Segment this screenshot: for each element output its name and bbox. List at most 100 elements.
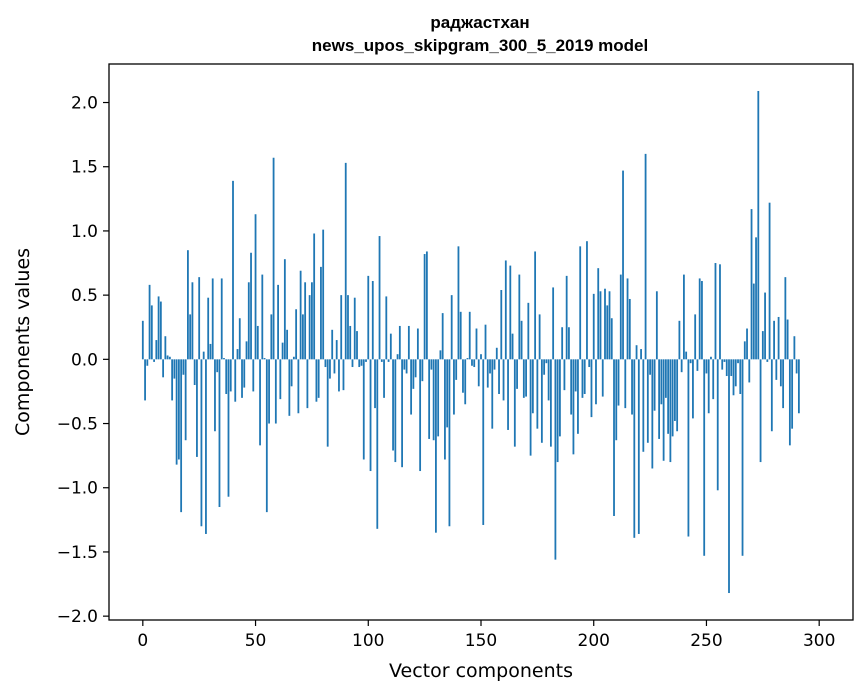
chart-title: раджастхан bbox=[430, 13, 529, 32]
bar-41 bbox=[234, 359, 237, 402]
bar-245 bbox=[694, 314, 697, 360]
bar-164 bbox=[511, 333, 514, 360]
bar-106 bbox=[380, 359, 383, 362]
bar-50 bbox=[254, 214, 257, 360]
bar-111 bbox=[392, 359, 394, 451]
bar-98 bbox=[362, 359, 365, 460]
bar-241 bbox=[685, 351, 688, 360]
bar-224 bbox=[646, 359, 649, 443]
bar-288 bbox=[791, 359, 794, 429]
bar-287 bbox=[788, 359, 791, 446]
bar-114 bbox=[398, 325, 401, 360]
bar-110 bbox=[389, 333, 392, 360]
bar-54 bbox=[263, 358, 266, 360]
bar-272 bbox=[755, 237, 757, 360]
bar-56 bbox=[268, 359, 270, 424]
bar-263 bbox=[734, 359, 737, 387]
bar-48 bbox=[250, 252, 252, 360]
bar-236 bbox=[673, 359, 676, 421]
bar-154 bbox=[489, 359, 491, 374]
x-tick-label: 250 bbox=[690, 631, 722, 651]
bar-128 bbox=[430, 359, 433, 370]
bar-103 bbox=[374, 359, 376, 409]
bar-20 bbox=[187, 250, 189, 360]
bar-209 bbox=[613, 359, 615, 516]
bar-207 bbox=[608, 291, 611, 360]
bar-46 bbox=[245, 341, 248, 360]
ticks-group: 0 50 100 150 200 250 300 −2.0 −1.5 −1.0 −0.5 0.0 0.5… bbox=[57, 94, 836, 651]
bar-65 bbox=[288, 359, 291, 416]
bar-175 bbox=[536, 359, 539, 429]
bar-242 bbox=[687, 359, 690, 537]
bar-59 bbox=[274, 359, 277, 424]
bar-233 bbox=[667, 359, 670, 434]
bar-179 bbox=[545, 359, 548, 364]
bar-51 bbox=[256, 325, 259, 360]
bar-234 bbox=[669, 359, 672, 463]
bar-212 bbox=[619, 274, 622, 360]
bar-218 bbox=[633, 359, 636, 538]
bar-281 bbox=[775, 359, 778, 380]
bar-126 bbox=[425, 251, 428, 360]
bar-142 bbox=[462, 359, 464, 393]
bar-113 bbox=[396, 354, 399, 360]
bar-87 bbox=[338, 359, 340, 392]
bar-198 bbox=[588, 359, 591, 368]
bar-199 bbox=[590, 359, 593, 418]
bar-156 bbox=[493, 359, 496, 370]
bar-219 bbox=[635, 345, 638, 360]
bar-277 bbox=[766, 359, 769, 362]
bar-200 bbox=[592, 293, 595, 360]
bar-4 bbox=[150, 305, 153, 360]
y-tick-label: 1.0 bbox=[71, 222, 98, 242]
bar-21 bbox=[189, 314, 192, 360]
bar-163 bbox=[509, 265, 512, 360]
bar-86 bbox=[335, 340, 338, 360]
plot-frame bbox=[108, 63, 854, 621]
bar-12 bbox=[168, 356, 171, 360]
bar-173 bbox=[531, 359, 534, 414]
bar-244 bbox=[692, 359, 694, 419]
y-tick-label: 2.0 bbox=[71, 94, 98, 114]
chart-subtitle: news_upos_skipgram_300_5_2019 model bbox=[312, 36, 648, 55]
bar-84 bbox=[331, 329, 334, 360]
bar-26 bbox=[200, 359, 203, 527]
bar-153 bbox=[486, 359, 489, 388]
bar-192 bbox=[574, 359, 577, 392]
bar-181 bbox=[549, 359, 552, 447]
bar-171 bbox=[527, 302, 530, 360]
bar-155 bbox=[491, 359, 494, 429]
bar-252 bbox=[710, 356, 712, 360]
bar-275 bbox=[761, 331, 764, 360]
bar-222 bbox=[642, 359, 645, 452]
bar-238 bbox=[678, 320, 681, 360]
bar-161 bbox=[504, 260, 507, 360]
bar-204 bbox=[601, 359, 604, 397]
bar-72 bbox=[304, 282, 307, 360]
bar-83 bbox=[329, 359, 331, 379]
bar-285 bbox=[784, 277, 787, 360]
bar-63 bbox=[283, 259, 286, 360]
bar-13 bbox=[171, 359, 174, 401]
bar-183 bbox=[554, 359, 557, 560]
bar-271 bbox=[752, 283, 755, 360]
bar-112 bbox=[394, 359, 397, 463]
bar-102 bbox=[371, 281, 374, 360]
bar-194 bbox=[579, 246, 582, 360]
bar-138 bbox=[453, 359, 455, 415]
bar-276 bbox=[764, 292, 766, 360]
bar-205 bbox=[604, 288, 606, 360]
bar-190 bbox=[570, 359, 573, 415]
x-tick-label: 50 bbox=[245, 631, 267, 651]
bar-274 bbox=[759, 359, 762, 463]
bar-248 bbox=[701, 281, 703, 360]
bar-18 bbox=[182, 359, 185, 375]
bar-266 bbox=[741, 359, 744, 556]
bar-2 bbox=[146, 359, 149, 366]
bar-130 bbox=[435, 359, 437, 533]
bar-196 bbox=[583, 359, 586, 394]
bar-216 bbox=[628, 298, 631, 360]
bar-88 bbox=[340, 295, 343, 360]
bar-195 bbox=[581, 359, 584, 398]
bar-61 bbox=[279, 359, 282, 400]
